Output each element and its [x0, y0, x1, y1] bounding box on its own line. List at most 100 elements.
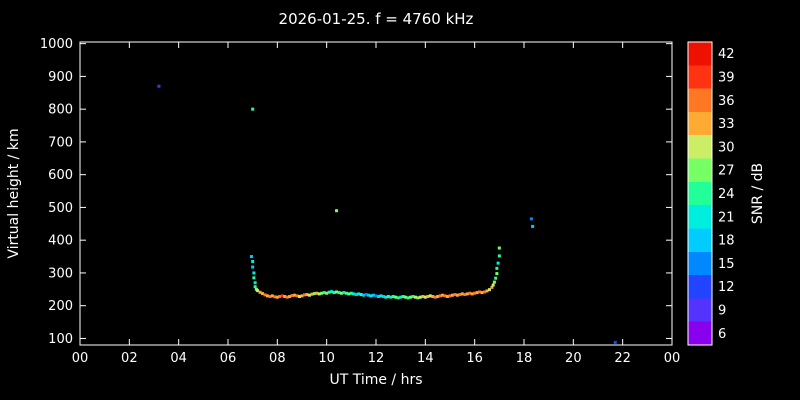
data-point — [468, 291, 472, 295]
data-point — [327, 290, 331, 294]
data-point — [273, 295, 277, 299]
data-point — [263, 293, 267, 297]
colorbar-tick-label: 21 — [718, 210, 735, 225]
data-point — [300, 294, 304, 298]
data-point — [372, 293, 376, 297]
data-point — [342, 291, 346, 295]
data-point — [275, 295, 279, 299]
colorbar-tick-label: 39 — [718, 70, 735, 85]
data-point — [411, 295, 415, 299]
data-point — [278, 295, 282, 299]
data-point — [335, 209, 339, 213]
data-point — [495, 266, 499, 270]
data-point — [310, 292, 314, 296]
data-point — [332, 291, 336, 295]
data-point — [251, 107, 255, 111]
data-point — [256, 289, 260, 293]
data-point — [280, 294, 284, 298]
x-tick-label: 12 — [368, 351, 385, 366]
data-point — [475, 291, 479, 295]
data-point — [438, 294, 442, 298]
data-point — [335, 290, 339, 294]
data-point — [307, 293, 311, 297]
data-point — [285, 295, 289, 299]
data-point — [322, 291, 326, 295]
colorbar-tick-label: 9 — [718, 304, 726, 319]
data-point — [450, 293, 454, 297]
data-points — [157, 84, 617, 344]
data-point — [497, 254, 501, 258]
colorbar-label: SNR / dB — [750, 163, 766, 224]
x-tick-label: 06 — [220, 351, 237, 366]
x-tick-label: 22 — [614, 351, 631, 366]
data-point — [253, 285, 257, 289]
data-point — [386, 295, 390, 299]
x-tick-label: 10 — [318, 351, 335, 366]
data-point — [290, 294, 294, 298]
data-point — [483, 290, 487, 294]
data-point — [446, 295, 450, 299]
data-point — [485, 289, 489, 293]
colorbar-tick-label: 24 — [718, 187, 735, 202]
data-point — [288, 295, 292, 299]
x-tick-label: 00 — [72, 351, 89, 366]
y-tick-label: 400 — [48, 234, 73, 249]
data-point — [298, 295, 302, 299]
chart-title: 2026-01-25. f = 4760 kHz — [279, 10, 474, 28]
data-point — [293, 293, 297, 297]
data-point — [325, 291, 329, 295]
y-tick-label: 1000 — [40, 37, 73, 52]
data-point — [426, 295, 430, 299]
data-point — [441, 293, 445, 297]
data-point — [470, 292, 474, 296]
data-point — [312, 292, 316, 296]
colorbar-tick-label: 33 — [718, 117, 735, 132]
data-point — [413, 295, 417, 299]
data-point — [320, 291, 324, 295]
data-point — [455, 293, 459, 297]
data-point — [283, 295, 287, 299]
data-point — [453, 293, 457, 297]
colorbar-tick-label: 15 — [718, 257, 735, 272]
data-point — [463, 293, 467, 297]
data-point — [478, 290, 482, 294]
data-point — [460, 292, 464, 296]
data-point — [406, 296, 410, 300]
axis-ticks: 00 02 04 06 08 10 12 14 16 18 20 22 00 100 200 300 400 50… — [40, 37, 680, 366]
data-point — [261, 292, 265, 296]
data-point — [265, 294, 269, 298]
y-tick-label: 500 — [48, 201, 73, 216]
data-point — [497, 246, 501, 250]
data-point — [305, 293, 309, 297]
data-point — [251, 265, 255, 269]
data-point — [473, 291, 477, 295]
data-point — [416, 296, 420, 300]
data-point — [253, 281, 257, 285]
data-point — [389, 295, 393, 299]
data-point — [379, 294, 383, 298]
data-point — [404, 295, 408, 299]
data-point — [448, 294, 452, 298]
data-point — [362, 293, 366, 297]
data-point — [157, 84, 161, 88]
colorbar-tick-label: 6 — [718, 327, 726, 342]
data-point — [352, 292, 356, 296]
data-point — [496, 261, 500, 265]
colorbar: 6 9 12 15 18 21 24 27 30 33 36 39 42 — [687, 41, 735, 346]
data-point — [423, 295, 427, 299]
data-point — [349, 291, 353, 295]
data-point — [490, 285, 494, 289]
data-point — [428, 294, 432, 298]
data-point — [270, 294, 274, 298]
data-point — [354, 293, 358, 297]
data-point — [302, 293, 306, 297]
x-tick-label: 08 — [269, 351, 286, 366]
x-tick-label: 00 — [664, 351, 681, 366]
data-point — [458, 293, 462, 297]
x-tick-label: 02 — [121, 351, 138, 366]
x-tick-label: 04 — [170, 351, 187, 366]
x-tick-label: 20 — [565, 351, 582, 366]
colorbar-tick-label: 36 — [718, 94, 735, 109]
data-point — [374, 294, 378, 298]
